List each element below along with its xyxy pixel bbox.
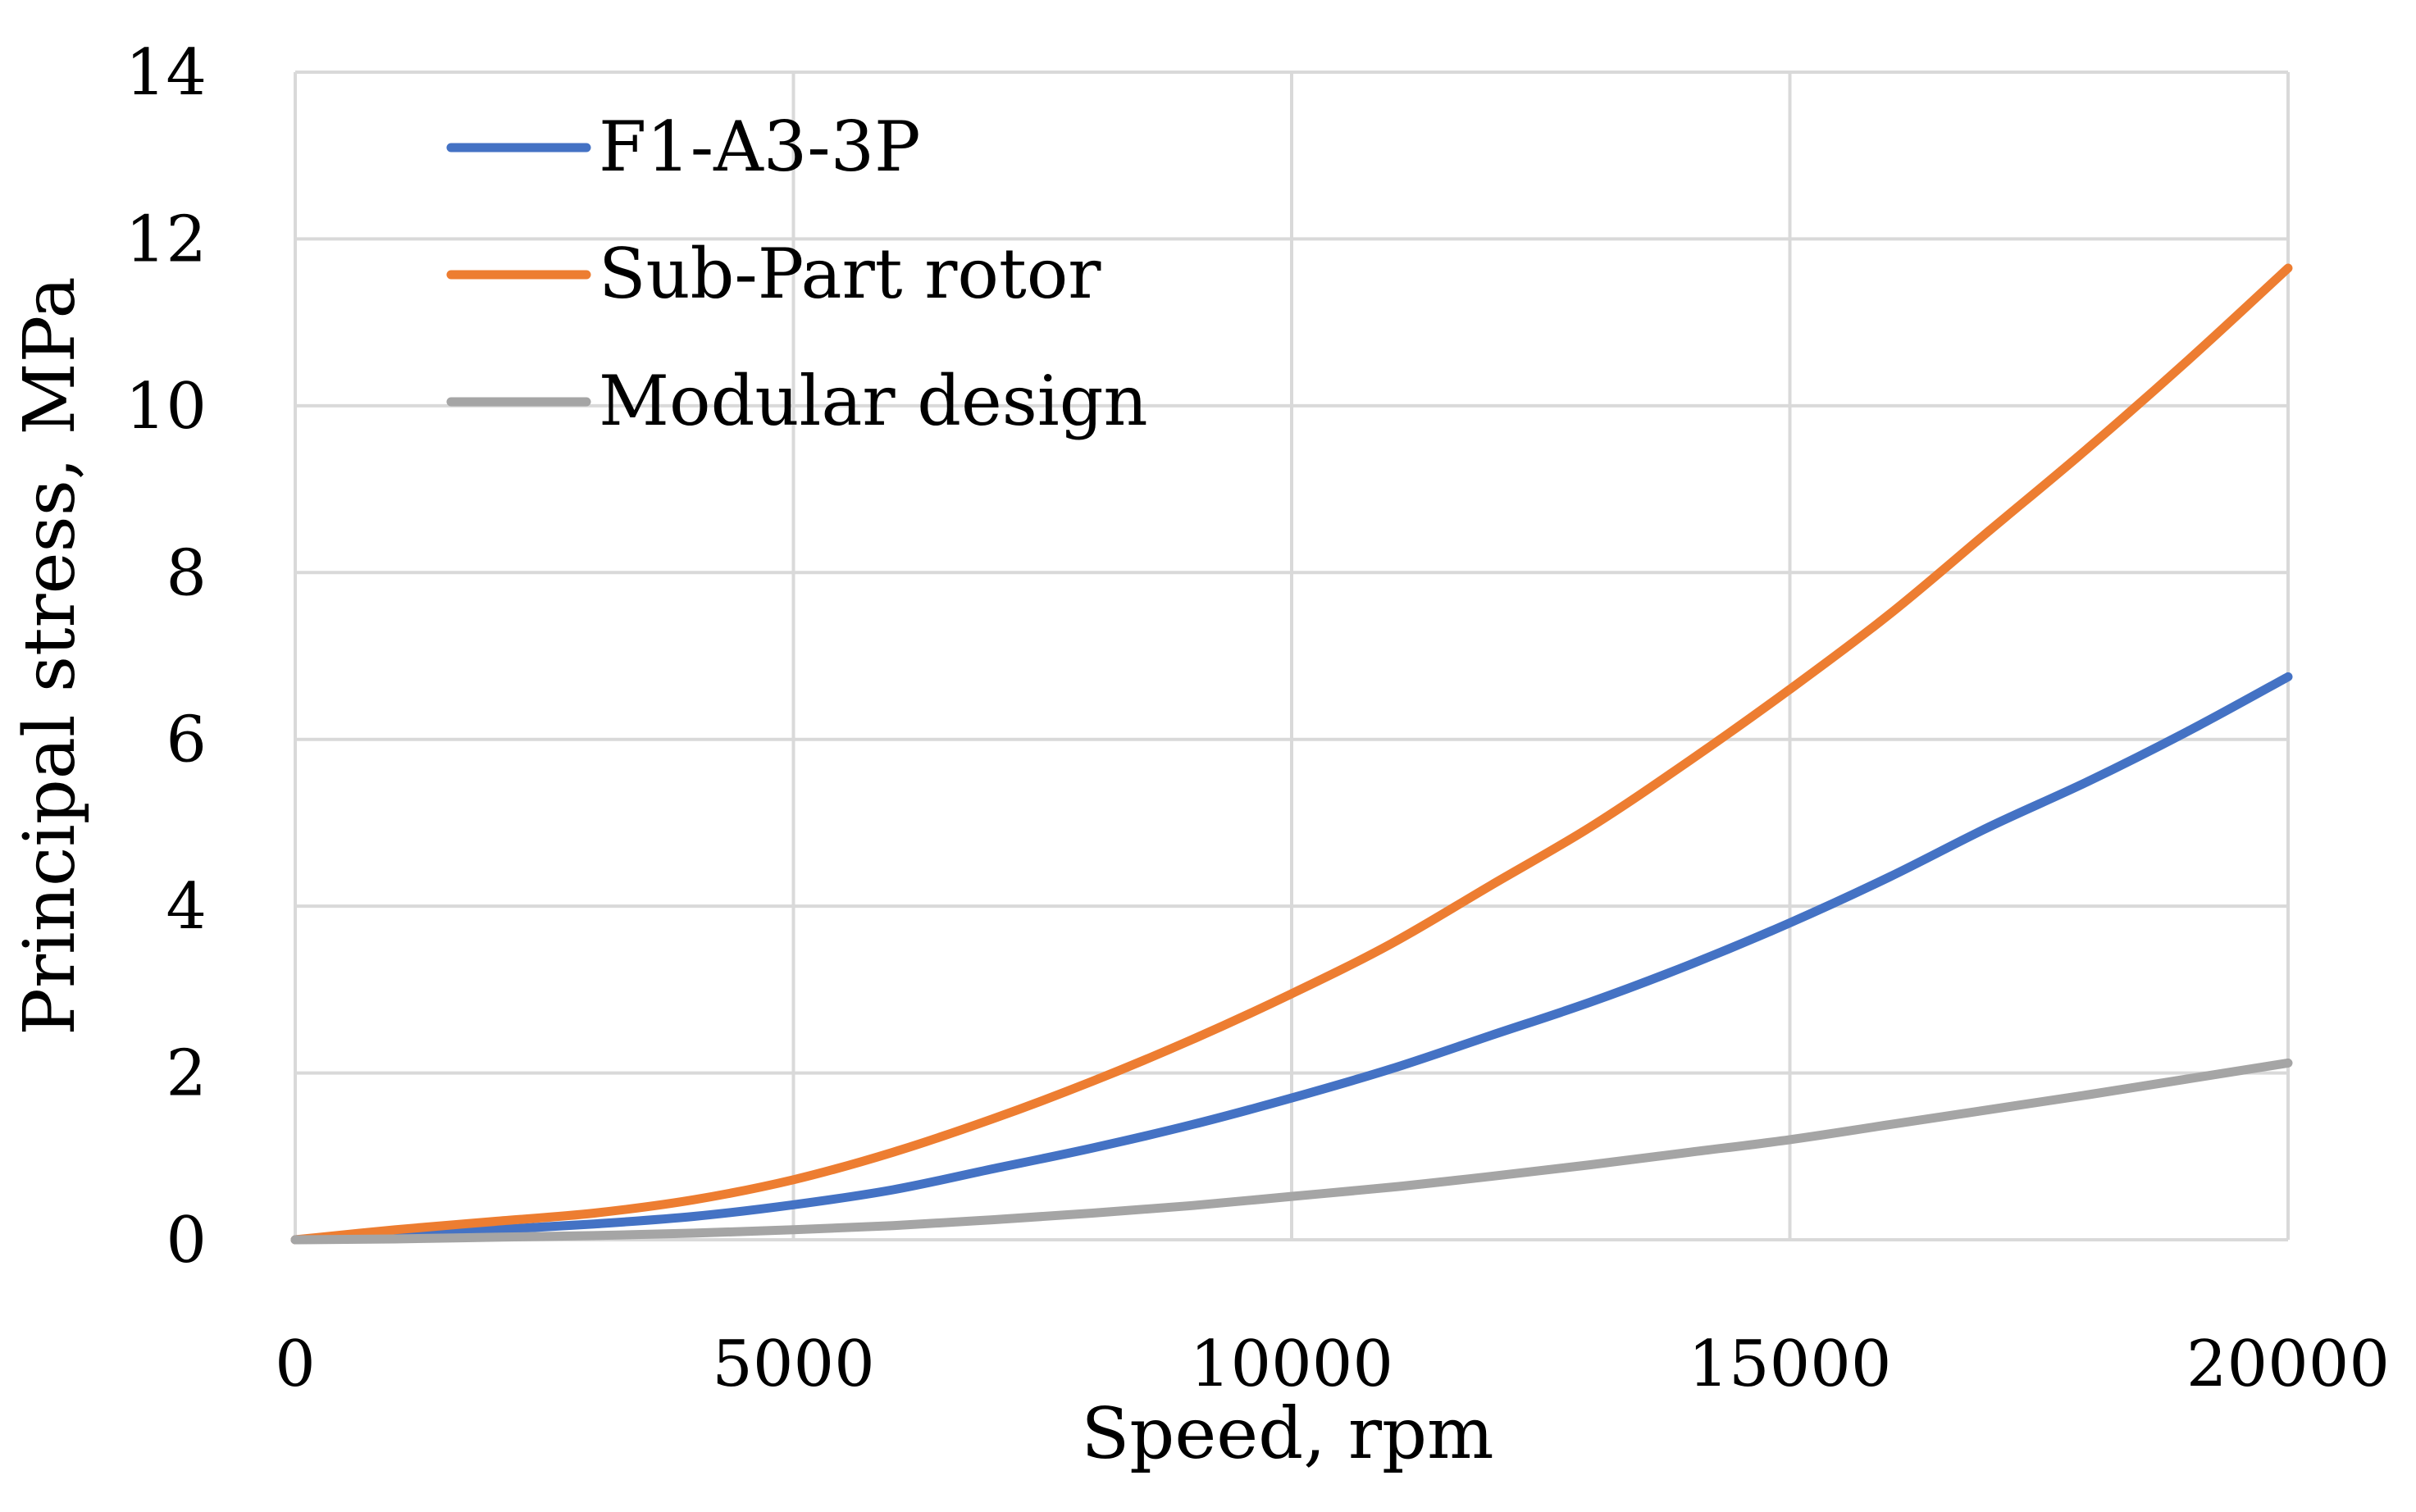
x-tick-label-2: 10000: [1190, 1328, 1393, 1401]
x-tick-label-0: 0: [275, 1328, 316, 1401]
legend-label-sub-part-rotor: Sub-Part rotor: [599, 234, 1101, 314]
y-tick-label-2: 4: [166, 870, 207, 944]
x-tick-label-1: 5000: [712, 1328, 875, 1401]
legend-label-f1-a3-3p: F1-A3-3P: [599, 107, 921, 187]
y-tick-label-4: 8: [166, 536, 207, 610]
series-lines: [290, 263, 2293, 1245]
y-tick-label-7: 14: [125, 36, 207, 110]
series-line-sub-part-rotor: [290, 263, 2293, 1245]
series-line-modular-design: [290, 1058, 2293, 1245]
grid-lines: [294, 71, 2290, 1241]
y-tick-label-5: 10: [125, 370, 207, 444]
legend-label-modular-design: Modular design: [599, 361, 1148, 441]
y-tick-label-0: 0: [166, 1204, 207, 1277]
y-tick-label-1: 2: [166, 1037, 207, 1111]
x-tick-label-4: 20000: [2186, 1328, 2390, 1401]
y-tick-label-3: 6: [166, 704, 207, 777]
y-axis-title: Principal stress, MPa: [9, 276, 91, 1036]
y-tick-label-6: 12: [125, 203, 207, 276]
legend: F1-A3-3P Sub-Part rotor Modular design: [446, 107, 1148, 441]
x-tick-label-3: 15000: [1688, 1328, 1891, 1401]
x-axis-title: Speed, rpm: [1081, 1393, 1493, 1475]
tick-labels: 0 2 4 6 8 10 12 14 0 5000 10000 15000 20000: [125, 36, 2390, 1401]
series-line-f1-a3-3p: [290, 672, 2293, 1245]
